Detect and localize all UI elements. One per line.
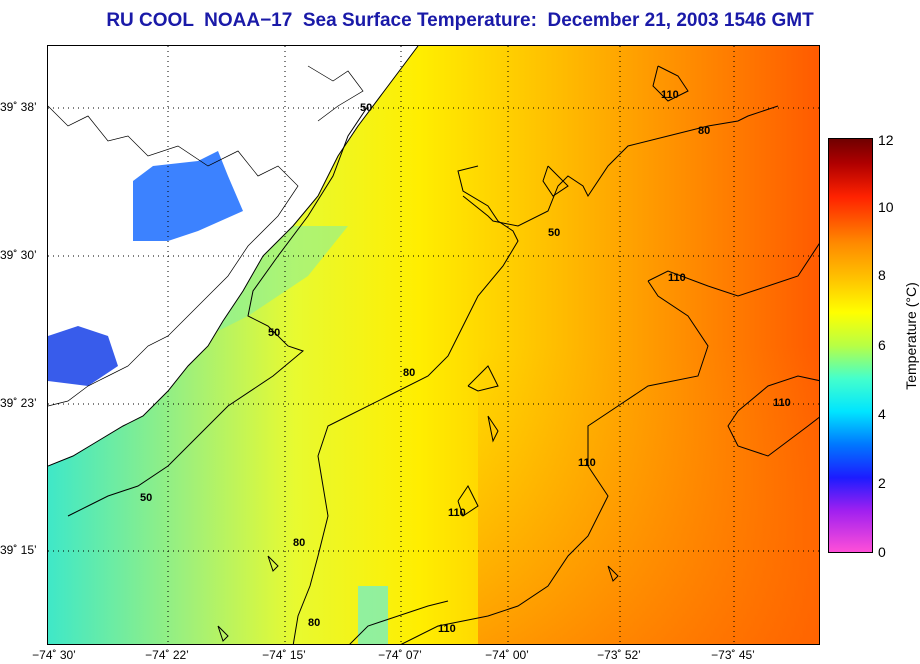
contour-label: 80 [698,125,710,137]
contour-label-group: 50 50 50 50 80 80 80 80 110 110 110 110 … [140,89,791,635]
longitude-label: −74˚ 07’ [378,648,422,662]
graticule [48,46,819,644]
latitude-label: 39˚ 38’ [0,100,37,114]
sst-map: 50 50 50 50 80 80 80 80 110 110 110 110 … [47,45,820,645]
contour-label: 80 [403,367,415,379]
contour-label: 80 [308,617,320,629]
inland-shoreline [48,105,299,407]
contour-label: 110 [661,89,679,101]
depth-contours [67,65,819,644]
contour-label: 50 [360,102,372,114]
contour-label: 110 [448,507,466,519]
cold-water-patch [48,326,118,386]
latitude-label: 39˚ 30’ [0,248,37,262]
colorbar-label: Temperature (°C) [903,282,919,390]
colorbar-tick: 12 [878,132,894,148]
contour-label: 50 [268,327,280,339]
contour-label: 50 [140,492,152,504]
longitude-label: −74˚ 00’ [485,648,529,662]
sst-map-svg: 50 50 50 50 80 80 80 80 110 110 110 110 … [48,46,819,644]
colorbar-tick: 0 [878,544,886,560]
temperature-colorbar [828,138,873,553]
colorbar-tick: 10 [878,199,894,215]
contour-label: 110 [773,397,791,409]
longitude-label: −74˚ 30’ [32,648,76,662]
colorbar-tick: 2 [878,475,886,491]
contour-label: 80 [293,537,305,549]
longitude-label: −73˚ 52’ [597,648,641,662]
colorbar-tick: 4 [878,406,886,422]
longitude-label: −74˚ 15’ [262,648,306,662]
cold-water-patch [133,151,243,241]
colorbar-tick: 8 [878,267,886,283]
longitude-label: −73˚ 45’ [711,648,755,662]
contour-label: 50 [548,227,560,239]
contour-label: 110 [668,272,686,284]
map-title: RU COOL NOAA−17 Sea Surface Temperature:… [106,10,814,31]
colorbar-tick: 6 [878,337,886,353]
latitude-label: 39˚ 15’ [0,543,37,557]
warm-water-region [478,346,819,644]
cool-water-patch [358,586,388,644]
longitude-label: −74˚ 22’ [145,648,189,662]
latitude-label: 39˚ 23’ [0,396,37,410]
contour-label: 110 [578,457,596,469]
inland-shoreline [307,65,364,122]
contour-label: 110 [438,623,456,635]
